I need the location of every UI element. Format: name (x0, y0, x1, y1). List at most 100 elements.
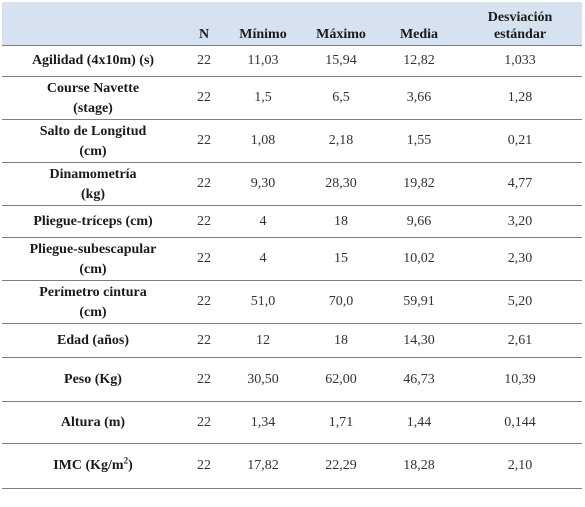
row-label: Altura (m) (2, 401, 184, 444)
row-label-line1: Pliegue-tríceps (cm) (33, 213, 153, 229)
row-label-line2: (cm) (79, 305, 107, 320)
table-row: Agilidad (4x10m) (s) 22 11,03 15,94 12,82 1,0… (2, 45, 582, 77)
cell-n: 22 (184, 162, 224, 206)
header-row: N Mínimo Máximo Media Desviación estánda… (2, 2, 582, 46)
header-variable (2, 2, 184, 46)
row-label-line1: Altura (m) (60, 414, 126, 430)
cell-std-dev: 0,144 (458, 401, 582, 444)
cell-std-dev: 5,20 (458, 280, 582, 324)
cell-std-dev: 3,20 (458, 205, 582, 238)
cell-mean: 14,30 (380, 323, 458, 358)
row-label: IMC (Kg/m2) (2, 443, 184, 489)
cell-minimum: 4 (224, 205, 302, 238)
cell-minimum: 1,08 (224, 119, 302, 163)
row-label: Pliegue-subescapular (cm) (2, 237, 184, 281)
cell-n: 22 (184, 443, 224, 489)
header-maximum: Máximo (302, 2, 380, 46)
cell-n: 22 (184, 45, 224, 77)
header-std-dev: Desviación estándar (458, 2, 582, 46)
row-label: Salto de Longitud (cm) (2, 119, 184, 163)
header-n: N (184, 2, 224, 46)
cell-minimum: 12 (224, 323, 302, 358)
cell-mean: 1,55 (380, 119, 458, 163)
row-label-line2: (cm) (79, 144, 107, 159)
table-header: N Mínimo Máximo Media Desviación estánda… (2, 2, 582, 46)
cell-std-dev: 1,28 (458, 76, 582, 120)
cell-n: 22 (184, 119, 224, 163)
cell-minimum: 30,50 (224, 357, 302, 402)
row-label-tail: ) (128, 458, 133, 473)
cell-mean: 12,82 (380, 45, 458, 77)
row-label-line1: IMC (Kg/m (53, 458, 124, 473)
cell-maximum: 15,94 (302, 45, 380, 77)
cell-mean: 19,82 (380, 162, 458, 206)
cell-minimum: 1,34 (224, 401, 302, 444)
row-label: Dinamometría (kg) (2, 162, 184, 206)
cell-n: 22 (184, 76, 224, 120)
cell-std-dev: 1,033 (458, 45, 582, 77)
cell-n: 22 (184, 237, 224, 281)
row-label-line1: Course Navette (46, 81, 140, 96)
cell-maximum: 28,30 (302, 162, 380, 206)
cell-maximum: 18 (302, 323, 380, 358)
cell-maximum: 2,18 (302, 119, 380, 163)
row-label: Edad (años) (2, 323, 184, 358)
table-row: Pliegue-tríceps (cm) 22 4 18 9,66 3,20 (2, 205, 582, 238)
cell-mean: 1,44 (380, 401, 458, 444)
cell-std-dev: 10,39 (458, 357, 582, 402)
row-label-line2: (cm) (79, 262, 107, 277)
cell-mean: 9,66 (380, 205, 458, 238)
cell-maximum: 6,5 (302, 76, 380, 120)
cell-mean: 3,66 (380, 76, 458, 120)
cell-n: 22 (184, 205, 224, 238)
row-label-line1: Peso (Kg) (64, 371, 122, 387)
row-label: Perímetro cintura (cm) (2, 280, 184, 324)
table-row: Course Navette (stage) 22 1,5 6,5 3,66 1,28 (2, 76, 582, 120)
cell-n: 22 (184, 323, 224, 358)
row-label-line1: Perímetro cintura (39, 285, 147, 300)
cell-minimum: 4 (224, 237, 302, 281)
table-row: Peso (Kg) 22 30,50 62,00 46,73 10,39 (2, 357, 582, 402)
row-label: Agilidad (4x10m) (s) (2, 45, 184, 77)
table-row: Perímetro cintura (cm) 22 51,0 70,0 59,91 5,20 (2, 280, 582, 324)
cell-std-dev: 2,61 (458, 323, 582, 358)
table-row: Edad (años) 22 12 18 14,30 2,61 (2, 323, 582, 358)
cell-n: 22 (184, 280, 224, 324)
cell-maximum: 1,71 (302, 401, 380, 444)
descriptive-statistics-table: N Mínimo Máximo Media Desviación estánda… (2, 2, 582, 489)
cell-minimum: 17,82 (224, 443, 302, 489)
row-label: Peso (Kg) (2, 357, 184, 402)
table-row: IMC (Kg/m2) 22 17,82 22,29 18,28 2,10 (2, 443, 582, 489)
cell-maximum: 15 (302, 237, 380, 281)
table-row: Salto de Longitud (cm) 22 1,08 2,18 1,55 0,21 (2, 119, 582, 163)
cell-std-dev: 2,30 (458, 237, 582, 281)
row-label: Course Navette (stage) (2, 76, 184, 120)
cell-mean: 10,02 (380, 237, 458, 281)
row-label-line1: Pliegue-subescapular (29, 242, 157, 257)
table-row: Altura (m) 22 1,34 1,71 1,44 0,144 (2, 401, 582, 444)
row-label-line1: Salto de Longitud (39, 124, 147, 139)
cell-mean: 46,73 (380, 357, 458, 402)
cell-minimum: 51,0 (224, 280, 302, 324)
row-label-line2: (stage) (73, 101, 113, 116)
row-label-line2: (kg) (80, 187, 106, 202)
cell-minimum: 11,03 (224, 45, 302, 77)
cell-minimum: 1,5 (224, 76, 302, 120)
row-label-line1: Dinamometría (49, 167, 137, 182)
header-minimum: Mínimo (224, 2, 302, 46)
cell-std-dev: 4,77 (458, 162, 582, 206)
header-mean: Media (380, 2, 458, 46)
table-row: Pliegue-subescapular (cm) 22 4 15 10,02 2,30 (2, 237, 582, 281)
cell-maximum: 62,00 (302, 357, 380, 402)
table-row: Dinamometría (kg) 22 9,30 28,30 19,82 4,77 (2, 162, 582, 206)
cell-mean: 59,91 (380, 280, 458, 324)
row-label-superscript: 2 (123, 455, 129, 466)
cell-std-dev: 0,21 (458, 119, 582, 163)
cell-mean: 18,28 (380, 443, 458, 489)
cell-minimum: 9,30 (224, 162, 302, 206)
cell-maximum: 22,29 (302, 443, 380, 489)
header-std-dev-line2: estándar (493, 27, 547, 42)
row-label-line1: Agilidad (4x10m) (s) (31, 53, 155, 68)
row-label: Pliegue-tríceps (cm) (2, 205, 184, 238)
header-std-dev-line1: Desviación (487, 10, 553, 25)
